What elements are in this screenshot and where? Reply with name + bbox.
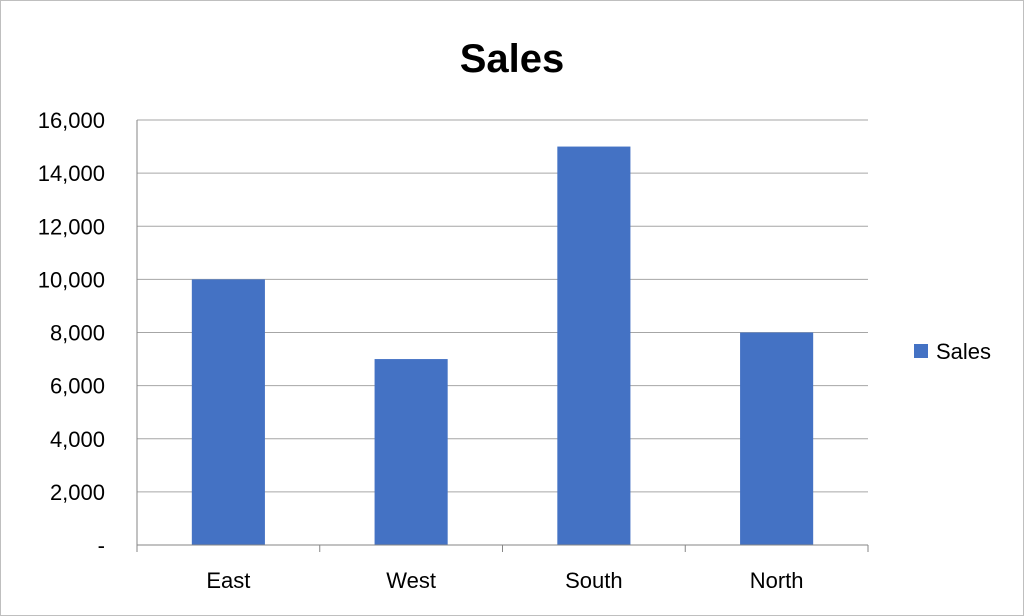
y-tick-label: 14,000 — [38, 161, 105, 186]
y-tick-label: 8,000 — [50, 321, 105, 346]
x-tick-label: North — [750, 568, 804, 593]
bar-south — [557, 146, 631, 545]
bar-west — [374, 359, 448, 545]
y-tick-label: - — [98, 533, 105, 558]
y-tick-label: 6,000 — [50, 374, 105, 399]
y-tick-label: 4,000 — [50, 427, 105, 452]
chart-title: Sales — [460, 37, 565, 81]
y-tick-label: 2,000 — [50, 480, 105, 505]
bar-north — [740, 332, 814, 545]
bar-east — [191, 279, 265, 545]
x-tick-label: South — [565, 568, 623, 593]
y-tick-label: 12,000 — [38, 214, 105, 239]
bars — [191, 146, 814, 545]
axes — [136, 120, 869, 552]
y-tick-label: 10,000 — [38, 267, 105, 292]
x-axis-ticks: East West South North — [206, 568, 803, 593]
y-axis-ticks: - 2,000 4,000 6,000 8,000 10,000 12,000 14,000 1… — [38, 108, 105, 558]
x-tick-label: West — [386, 568, 436, 593]
legend-label: Sales — [936, 339, 991, 364]
legend: Sales — [914, 339, 991, 364]
y-tick-label: 16,000 — [38, 108, 105, 133]
legend-swatch — [914, 344, 928, 358]
x-tick-label: East — [206, 568, 250, 593]
